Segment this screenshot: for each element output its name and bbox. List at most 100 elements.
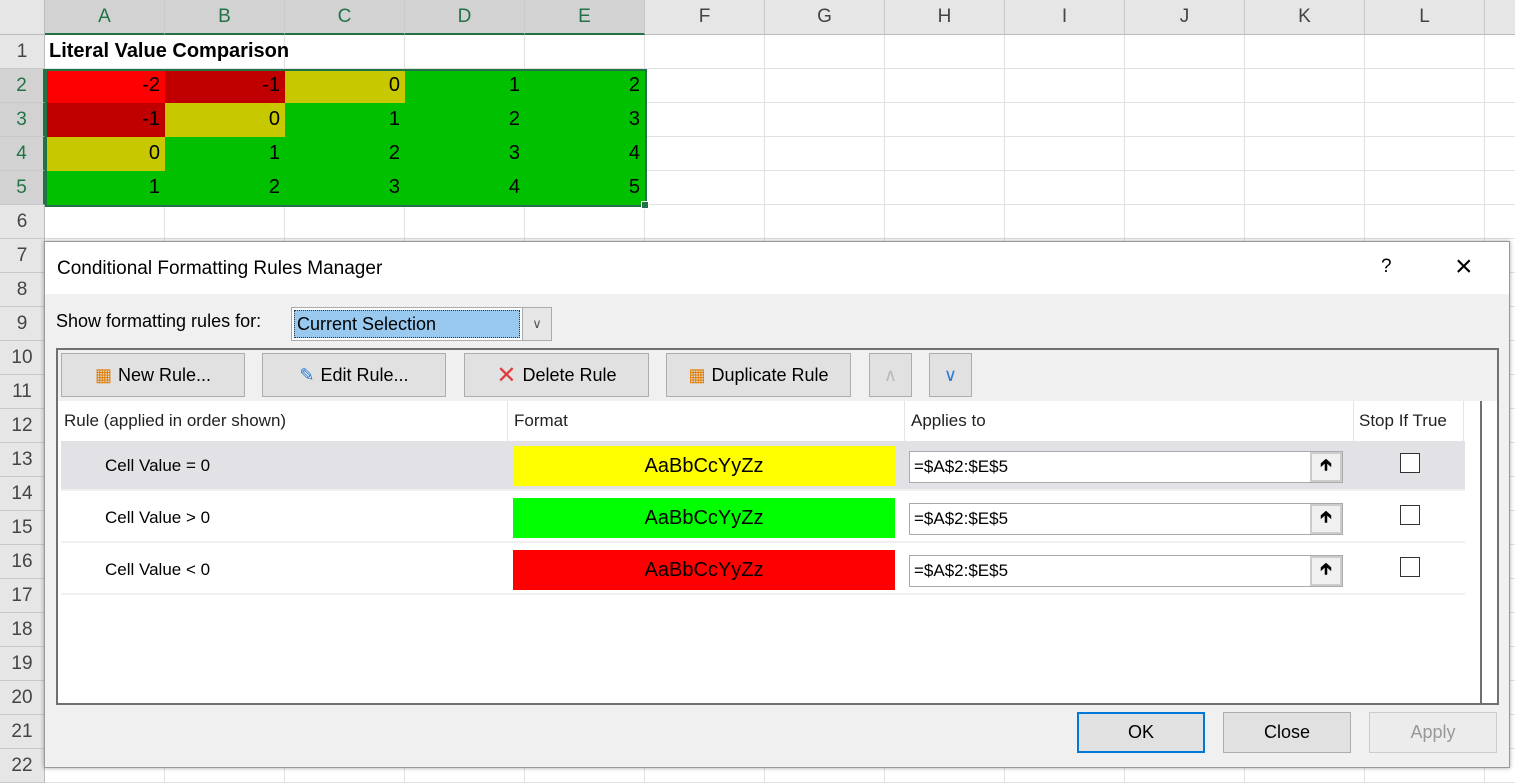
stop-if-true-checkbox[interactable] [1400,453,1420,473]
collapse-dialog-icon[interactable]: 🡱 [1310,452,1342,482]
select-all-corner[interactable] [0,0,45,35]
cell[interactable]: 1 [405,69,525,103]
cell[interactable]: 2 [405,103,525,137]
cell[interactable] [645,137,765,171]
cell[interactable] [885,69,1005,103]
cell[interactable]: -1 [165,69,285,103]
cell[interactable] [765,171,885,205]
cell[interactable]: 2 [285,137,405,171]
cell[interactable] [645,69,765,103]
rule-row[interactable]: Cell Value < 0 AaBbCcYyZz =$A$2:$E$5 🡱 [61,545,1465,595]
column-header-partial[interactable] [1485,0,1515,35]
cell[interactable] [765,137,885,171]
cell[interactable]: 2 [165,171,285,205]
cell[interactable] [645,35,765,69]
cell[interactable] [645,103,765,137]
row-header-10[interactable]: 10 [0,341,45,375]
column-header-H[interactable]: H [885,0,1005,35]
cell[interactable] [165,35,285,69]
cell[interactable] [765,69,885,103]
row-header-2[interactable]: 2 [0,69,45,103]
close-button[interactable]: Close [1223,712,1351,753]
cell[interactable] [1005,137,1125,171]
cell[interactable] [285,35,405,69]
cell[interactable] [1245,103,1365,137]
cell[interactable] [1365,205,1485,239]
new-rule-button[interactable]: ▦ New Rule... [61,353,245,397]
cell[interactable] [525,35,645,69]
cell[interactable]: 3 [525,103,645,137]
cell[interactable] [45,205,165,239]
row-header-14[interactable]: 14 [0,477,45,511]
row-header-13[interactable]: 13 [0,443,45,477]
cell[interactable] [1125,103,1245,137]
collapse-dialog-icon[interactable]: 🡱 [1310,504,1342,534]
column-header-J[interactable]: J [1125,0,1245,35]
row-header-12[interactable]: 12 [0,409,45,443]
cell[interactable]: 4 [525,137,645,171]
cell[interactable] [405,205,525,239]
row-header-1[interactable]: 1 [0,35,45,69]
scope-dropdown[interactable]: Current Selection ∨ [291,307,552,341]
cell[interactable] [765,103,885,137]
cell[interactable] [1485,69,1515,103]
cell[interactable] [165,205,285,239]
stop-if-true-checkbox[interactable] [1400,557,1420,577]
cell[interactable] [1365,137,1485,171]
ok-button[interactable]: OK [1077,712,1205,753]
cell[interactable] [1245,69,1365,103]
cell[interactable] [405,35,525,69]
column-header-D[interactable]: D [405,0,525,35]
cell[interactable] [1125,137,1245,171]
row-header-17[interactable]: 17 [0,579,45,613]
row-header-4[interactable]: 4 [0,137,45,171]
cell[interactable] [525,205,645,239]
applies-to-input[interactable]: =$A$2:$E$5 🡱 [909,451,1343,483]
cell[interactable] [285,205,405,239]
cell[interactable] [765,205,885,239]
cell[interactable]: 3 [285,171,405,205]
cell[interactable] [1485,205,1515,239]
cell[interactable]: 1 [165,137,285,171]
chevron-down-icon[interactable]: ∨ [522,308,551,340]
cell[interactable] [1365,35,1485,69]
stop-if-true-checkbox[interactable] [1400,505,1420,525]
cell[interactable]: 4 [405,171,525,205]
cell[interactable]: 0 [165,103,285,137]
cell[interactable] [1245,137,1365,171]
row-header-18[interactable]: 18 [0,613,45,647]
scrollbar-track[interactable] [1480,401,1495,703]
cell[interactable] [1485,35,1515,69]
cell[interactable] [1485,103,1515,137]
cell[interactable] [1245,171,1365,205]
cell[interactable]: 0 [45,137,165,171]
cell[interactable] [1125,35,1245,69]
cell[interactable] [1125,69,1245,103]
row-header-16[interactable]: 16 [0,545,45,579]
cell[interactable] [1365,103,1485,137]
cell[interactable] [885,171,1005,205]
row-header-8[interactable]: 8 [0,273,45,307]
duplicate-rule-button[interactable]: ▦ Duplicate Rule [666,353,851,397]
cell[interactable] [1125,171,1245,205]
help-button[interactable]: ? [1381,256,1392,277]
edit-rule-button[interactable]: ✎ Edit Rule... [262,353,446,397]
cell[interactable] [1005,69,1125,103]
cell[interactable]: -2 [45,69,165,103]
cell[interactable] [1245,205,1365,239]
cell[interactable] [885,35,1005,69]
rule-row[interactable]: Cell Value = 0 AaBbCcYyZz =$A$2:$E$5 🡱 [61,441,1465,491]
row-header-5[interactable]: 5 [0,171,45,205]
row-header-19[interactable]: 19 [0,647,45,681]
cell[interactable] [1125,205,1245,239]
cell[interactable]: 1 [45,171,165,205]
row-header-22[interactable]: 22 [0,749,45,783]
column-header-F[interactable]: F [645,0,765,35]
cell[interactable] [1365,171,1485,205]
cell[interactable] [885,205,1005,239]
cell[interactable] [1005,35,1125,69]
cell[interactable]: -1 [45,103,165,137]
column-header-C[interactable]: C [285,0,405,35]
row-header-20[interactable]: 20 [0,681,45,715]
cell[interactable] [885,103,1005,137]
